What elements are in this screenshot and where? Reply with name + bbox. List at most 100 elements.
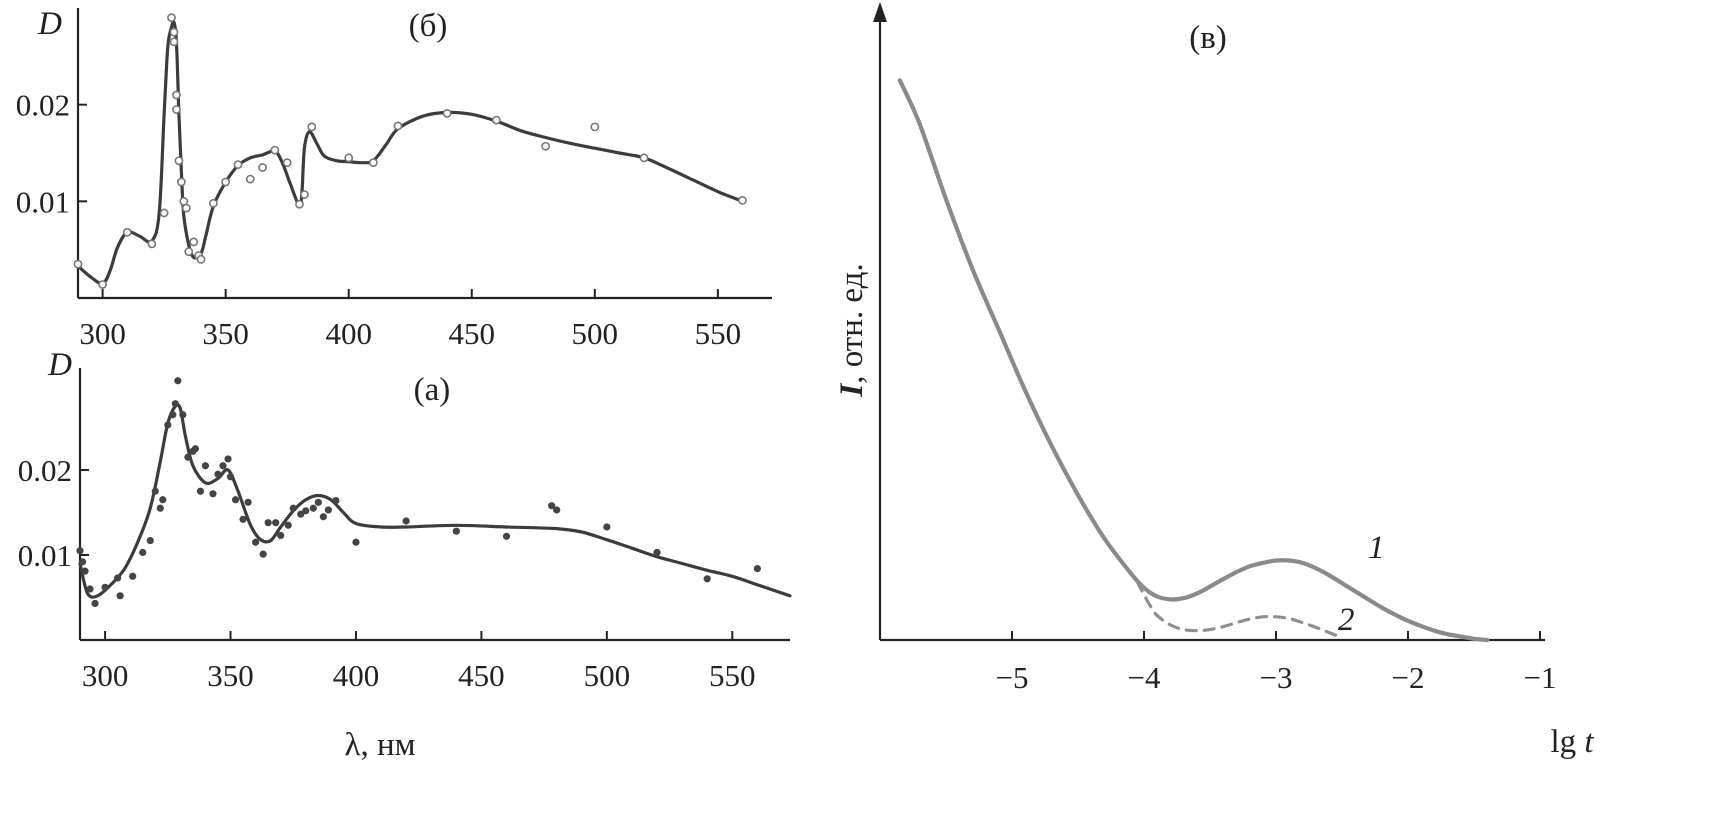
y-tick-label: 0.02 bbox=[16, 88, 70, 123]
data-point bbox=[302, 507, 310, 515]
panel-c-x-axis-label-prefix: lg bbox=[1550, 724, 1584, 760]
data-point bbox=[282, 158, 292, 168]
data-point bbox=[174, 156, 184, 166]
data-point bbox=[146, 536, 154, 545]
data-point bbox=[189, 237, 199, 247]
data-point bbox=[176, 177, 186, 187]
panel-a-y-axis-label: D bbox=[47, 347, 72, 383]
data-point bbox=[703, 575, 711, 583]
data-point bbox=[289, 504, 297, 512]
data-point bbox=[307, 122, 317, 132]
data-point bbox=[159, 496, 167, 504]
data-point bbox=[101, 583, 109, 591]
panel-b-spectrum-curve bbox=[76, 20, 745, 286]
data-point bbox=[91, 599, 99, 608]
panel-c-y-axis-label-units: , отн. ед. bbox=[834, 263, 870, 383]
data-point bbox=[78, 558, 87, 566]
data-point bbox=[221, 177, 231, 187]
data-point bbox=[219, 462, 227, 470]
data-point bbox=[169, 37, 179, 47]
data-point bbox=[214, 470, 222, 478]
x-tick-label: 500 bbox=[572, 316, 619, 351]
data-point bbox=[548, 502, 556, 510]
data-point bbox=[753, 565, 761, 573]
data-point bbox=[452, 527, 460, 535]
data-point bbox=[209, 490, 217, 498]
x-tick-label: 500 bbox=[584, 658, 631, 693]
data-point bbox=[159, 208, 169, 218]
data-point bbox=[233, 160, 243, 169]
x-tick-label: 400 bbox=[325, 316, 372, 351]
x-tick-label: 400 bbox=[333, 658, 380, 693]
data-point bbox=[169, 27, 179, 37]
data-point bbox=[184, 453, 192, 461]
x-tick-label: 300 bbox=[82, 658, 129, 693]
panel-c-series-1-curve bbox=[897, 78, 1490, 643]
panel-c-series-1-label: 1 bbox=[1368, 530, 1385, 566]
data-point bbox=[319, 513, 327, 521]
panel-a: (а) D λ, нм 300 350 400 450 500 550 0.01 0.02 bbox=[18, 347, 792, 763]
data-point bbox=[174, 377, 182, 385]
data-point bbox=[314, 498, 322, 506]
x-tick-label: −3 bbox=[1260, 660, 1293, 695]
panel-a-x-axis-label: λ, нм bbox=[344, 727, 415, 763]
data-point bbox=[277, 531, 285, 540]
data-point bbox=[184, 247, 194, 256]
panel-c: (в) I, отн. ед. lg t −5 −4 −3 −2 −1 1 2 bbox=[834, 2, 1594, 760]
data-point bbox=[309, 504, 317, 512]
data-point bbox=[169, 411, 177, 419]
x-tick-label: 450 bbox=[458, 658, 505, 693]
panel-c-y-axis-arrow bbox=[873, 2, 887, 22]
x-tick-label: −4 bbox=[1128, 660, 1161, 695]
data-point bbox=[76, 547, 84, 555]
data-point bbox=[226, 473, 235, 481]
data-point bbox=[270, 145, 280, 155]
y-tick-label: 0.02 bbox=[18, 453, 72, 488]
data-point bbox=[167, 13, 176, 23]
data-point bbox=[541, 141, 550, 151]
data-point bbox=[147, 239, 157, 249]
data-point bbox=[208, 198, 218, 208]
data-point bbox=[324, 506, 332, 514]
data-point bbox=[491, 115, 501, 125]
panel-b: (б) D 300 350 400 450 500 550 0.01 0.02 bbox=[16, 6, 772, 351]
data-point bbox=[122, 227, 132, 237]
panel-a-tick-labels: 300 350 400 450 500 550 0.01 0.02 bbox=[18, 453, 756, 693]
data-point bbox=[352, 538, 360, 546]
data-point bbox=[259, 550, 267, 558]
data-point bbox=[402, 517, 410, 525]
data-point bbox=[300, 190, 309, 199]
data-point bbox=[171, 400, 179, 408]
panel-c-x-axis-label: lg t bbox=[1550, 724, 1594, 760]
data-point bbox=[224, 455, 232, 463]
data-point bbox=[156, 504, 164, 512]
panel-c-x-axis-label-symbol: t bbox=[1584, 724, 1594, 760]
data-point bbox=[172, 90, 181, 100]
x-tick-label: 350 bbox=[207, 658, 254, 693]
data-point bbox=[201, 462, 210, 470]
panel-a-spectrum-curve bbox=[78, 403, 792, 599]
x-tick-label: 550 bbox=[695, 316, 742, 351]
data-point bbox=[239, 515, 247, 523]
data-point bbox=[653, 548, 661, 557]
data-point bbox=[179, 411, 187, 419]
panel-c-tick-labels: −5 −4 −3 −2 −1 bbox=[996, 660, 1557, 695]
panel-a-data-points bbox=[76, 377, 761, 608]
x-tick-label: −2 bbox=[1392, 660, 1425, 695]
data-point bbox=[272, 519, 280, 527]
data-point bbox=[368, 158, 378, 168]
panel-a-label: (а) bbox=[414, 372, 451, 408]
data-point bbox=[181, 203, 191, 213]
x-tick-label: 550 bbox=[709, 658, 756, 693]
data-point bbox=[231, 496, 240, 504]
data-point bbox=[553, 506, 561, 514]
data-point bbox=[73, 259, 83, 269]
data-point bbox=[295, 199, 304, 209]
data-point bbox=[264, 519, 272, 527]
panel-c-label: (в) bbox=[1189, 20, 1227, 56]
data-point bbox=[245, 174, 255, 184]
panel-b-data-points bbox=[73, 13, 747, 289]
data-point bbox=[258, 163, 267, 172]
panel-c-tick-marks bbox=[1011, 631, 1541, 640]
x-tick-label: 300 bbox=[79, 316, 126, 351]
